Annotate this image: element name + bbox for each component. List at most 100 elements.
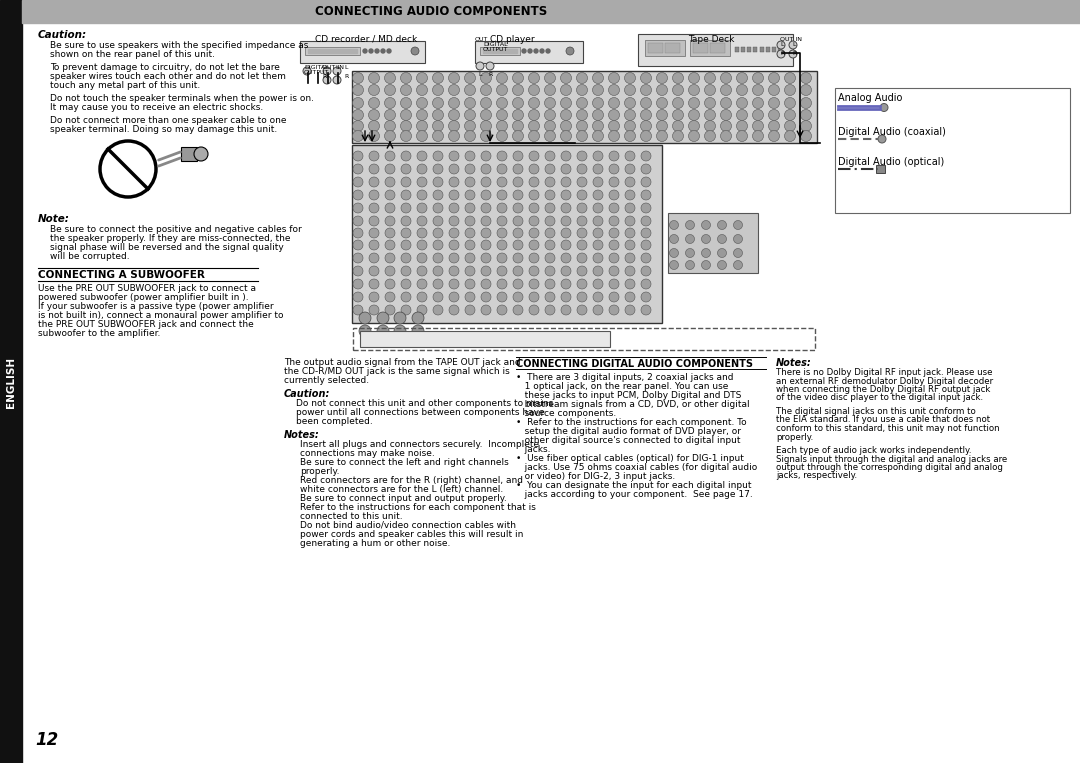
Circle shape bbox=[369, 228, 379, 238]
Circle shape bbox=[625, 216, 635, 226]
Circle shape bbox=[497, 110, 508, 121]
Circle shape bbox=[401, 151, 411, 161]
Circle shape bbox=[481, 121, 491, 131]
Circle shape bbox=[448, 110, 459, 121]
Circle shape bbox=[449, 228, 459, 238]
Text: Insert all plugs and connectors securely.  Incomplete: Insert all plugs and connectors securely… bbox=[300, 440, 539, 449]
Text: The digital signal jacks on this unit conform to: The digital signal jacks on this unit co… bbox=[777, 407, 975, 416]
Text: L: L bbox=[792, 42, 796, 47]
Text: L: L bbox=[478, 72, 482, 77]
Text: Notes:: Notes: bbox=[284, 430, 320, 440]
Circle shape bbox=[593, 240, 603, 250]
Circle shape bbox=[513, 85, 524, 95]
Circle shape bbox=[529, 190, 539, 200]
Circle shape bbox=[401, 190, 411, 200]
Circle shape bbox=[625, 203, 635, 213]
Circle shape bbox=[481, 266, 491, 276]
Circle shape bbox=[513, 240, 523, 250]
Bar bbox=[690, 40, 730, 56]
Circle shape bbox=[417, 216, 427, 226]
Circle shape bbox=[689, 110, 700, 121]
Circle shape bbox=[513, 216, 523, 226]
Circle shape bbox=[417, 130, 428, 141]
Text: jacks, respectively.: jacks, respectively. bbox=[777, 472, 858, 481]
Circle shape bbox=[401, 85, 411, 95]
Circle shape bbox=[384, 121, 395, 131]
Text: DIGITAL: DIGITAL bbox=[303, 65, 328, 70]
Circle shape bbox=[411, 47, 419, 55]
Circle shape bbox=[608, 85, 620, 95]
Circle shape bbox=[577, 253, 588, 263]
Circle shape bbox=[577, 216, 588, 226]
Circle shape bbox=[561, 72, 571, 83]
Circle shape bbox=[513, 228, 523, 238]
Circle shape bbox=[642, 240, 651, 250]
Circle shape bbox=[625, 292, 635, 302]
Circle shape bbox=[593, 98, 604, 108]
Text: To prevent damage to circuitry, do not let the bare: To prevent damage to circuitry, do not l… bbox=[50, 63, 280, 72]
Circle shape bbox=[449, 240, 459, 250]
Circle shape bbox=[513, 253, 523, 263]
Circle shape bbox=[353, 151, 363, 161]
Circle shape bbox=[369, 177, 379, 187]
Circle shape bbox=[303, 67, 311, 75]
Circle shape bbox=[529, 177, 539, 187]
Circle shape bbox=[784, 110, 796, 121]
Circle shape bbox=[353, 292, 363, 302]
Text: Do not connect more than one speaker cable to one: Do not connect more than one speaker cab… bbox=[50, 116, 286, 125]
Text: R: R bbox=[322, 74, 326, 79]
Text: CONNECTING AUDIO COMPONENTS: CONNECTING AUDIO COMPONENTS bbox=[315, 5, 548, 18]
Circle shape bbox=[401, 164, 411, 174]
Circle shape bbox=[593, 228, 603, 238]
Circle shape bbox=[625, 279, 635, 289]
Circle shape bbox=[593, 216, 603, 226]
Circle shape bbox=[609, 203, 619, 213]
Circle shape bbox=[561, 240, 571, 250]
Text: R: R bbox=[780, 51, 784, 56]
Circle shape bbox=[673, 110, 684, 121]
Circle shape bbox=[352, 130, 364, 141]
Circle shape bbox=[481, 190, 491, 200]
Circle shape bbox=[545, 177, 555, 187]
Circle shape bbox=[384, 228, 395, 238]
Text: currently selected.: currently selected. bbox=[284, 376, 369, 385]
Text: or video) for DIG-2, 3 input jacks.: or video) for DIG-2, 3 input jacks. bbox=[516, 472, 675, 481]
Bar bbox=[645, 40, 685, 56]
Circle shape bbox=[717, 260, 727, 269]
Circle shape bbox=[609, 216, 619, 226]
Circle shape bbox=[545, 240, 555, 250]
Circle shape bbox=[544, 130, 555, 141]
Bar bbox=[475, 41, 583, 63]
Circle shape bbox=[704, 110, 715, 121]
Circle shape bbox=[449, 177, 459, 187]
Text: bitstream signals from a CD, DVD, or other digital: bitstream signals from a CD, DVD, or oth… bbox=[516, 400, 750, 409]
Circle shape bbox=[433, 305, 443, 315]
Circle shape bbox=[353, 266, 363, 276]
Circle shape bbox=[481, 151, 491, 161]
Circle shape bbox=[737, 130, 747, 141]
Circle shape bbox=[384, 216, 395, 226]
Circle shape bbox=[566, 47, 573, 55]
Circle shape bbox=[417, 292, 427, 302]
Circle shape bbox=[384, 151, 395, 161]
Circle shape bbox=[465, 164, 475, 174]
Bar bbox=[22, 0, 1080, 23]
Circle shape bbox=[529, 203, 539, 213]
Circle shape bbox=[497, 266, 507, 276]
Circle shape bbox=[513, 292, 523, 302]
Circle shape bbox=[561, 110, 571, 121]
Circle shape bbox=[417, 151, 427, 161]
Circle shape bbox=[702, 221, 711, 230]
Circle shape bbox=[561, 279, 571, 289]
Circle shape bbox=[733, 234, 743, 243]
Circle shape bbox=[353, 253, 363, 263]
Circle shape bbox=[369, 216, 379, 226]
Circle shape bbox=[417, 305, 427, 315]
Circle shape bbox=[561, 85, 571, 95]
Text: There is no Dolby Digital RF input jack. Please use: There is no Dolby Digital RF input jack.… bbox=[777, 368, 993, 377]
Circle shape bbox=[545, 292, 555, 302]
Circle shape bbox=[625, 177, 635, 187]
Circle shape bbox=[411, 325, 424, 337]
Circle shape bbox=[481, 253, 491, 263]
Circle shape bbox=[417, 253, 427, 263]
